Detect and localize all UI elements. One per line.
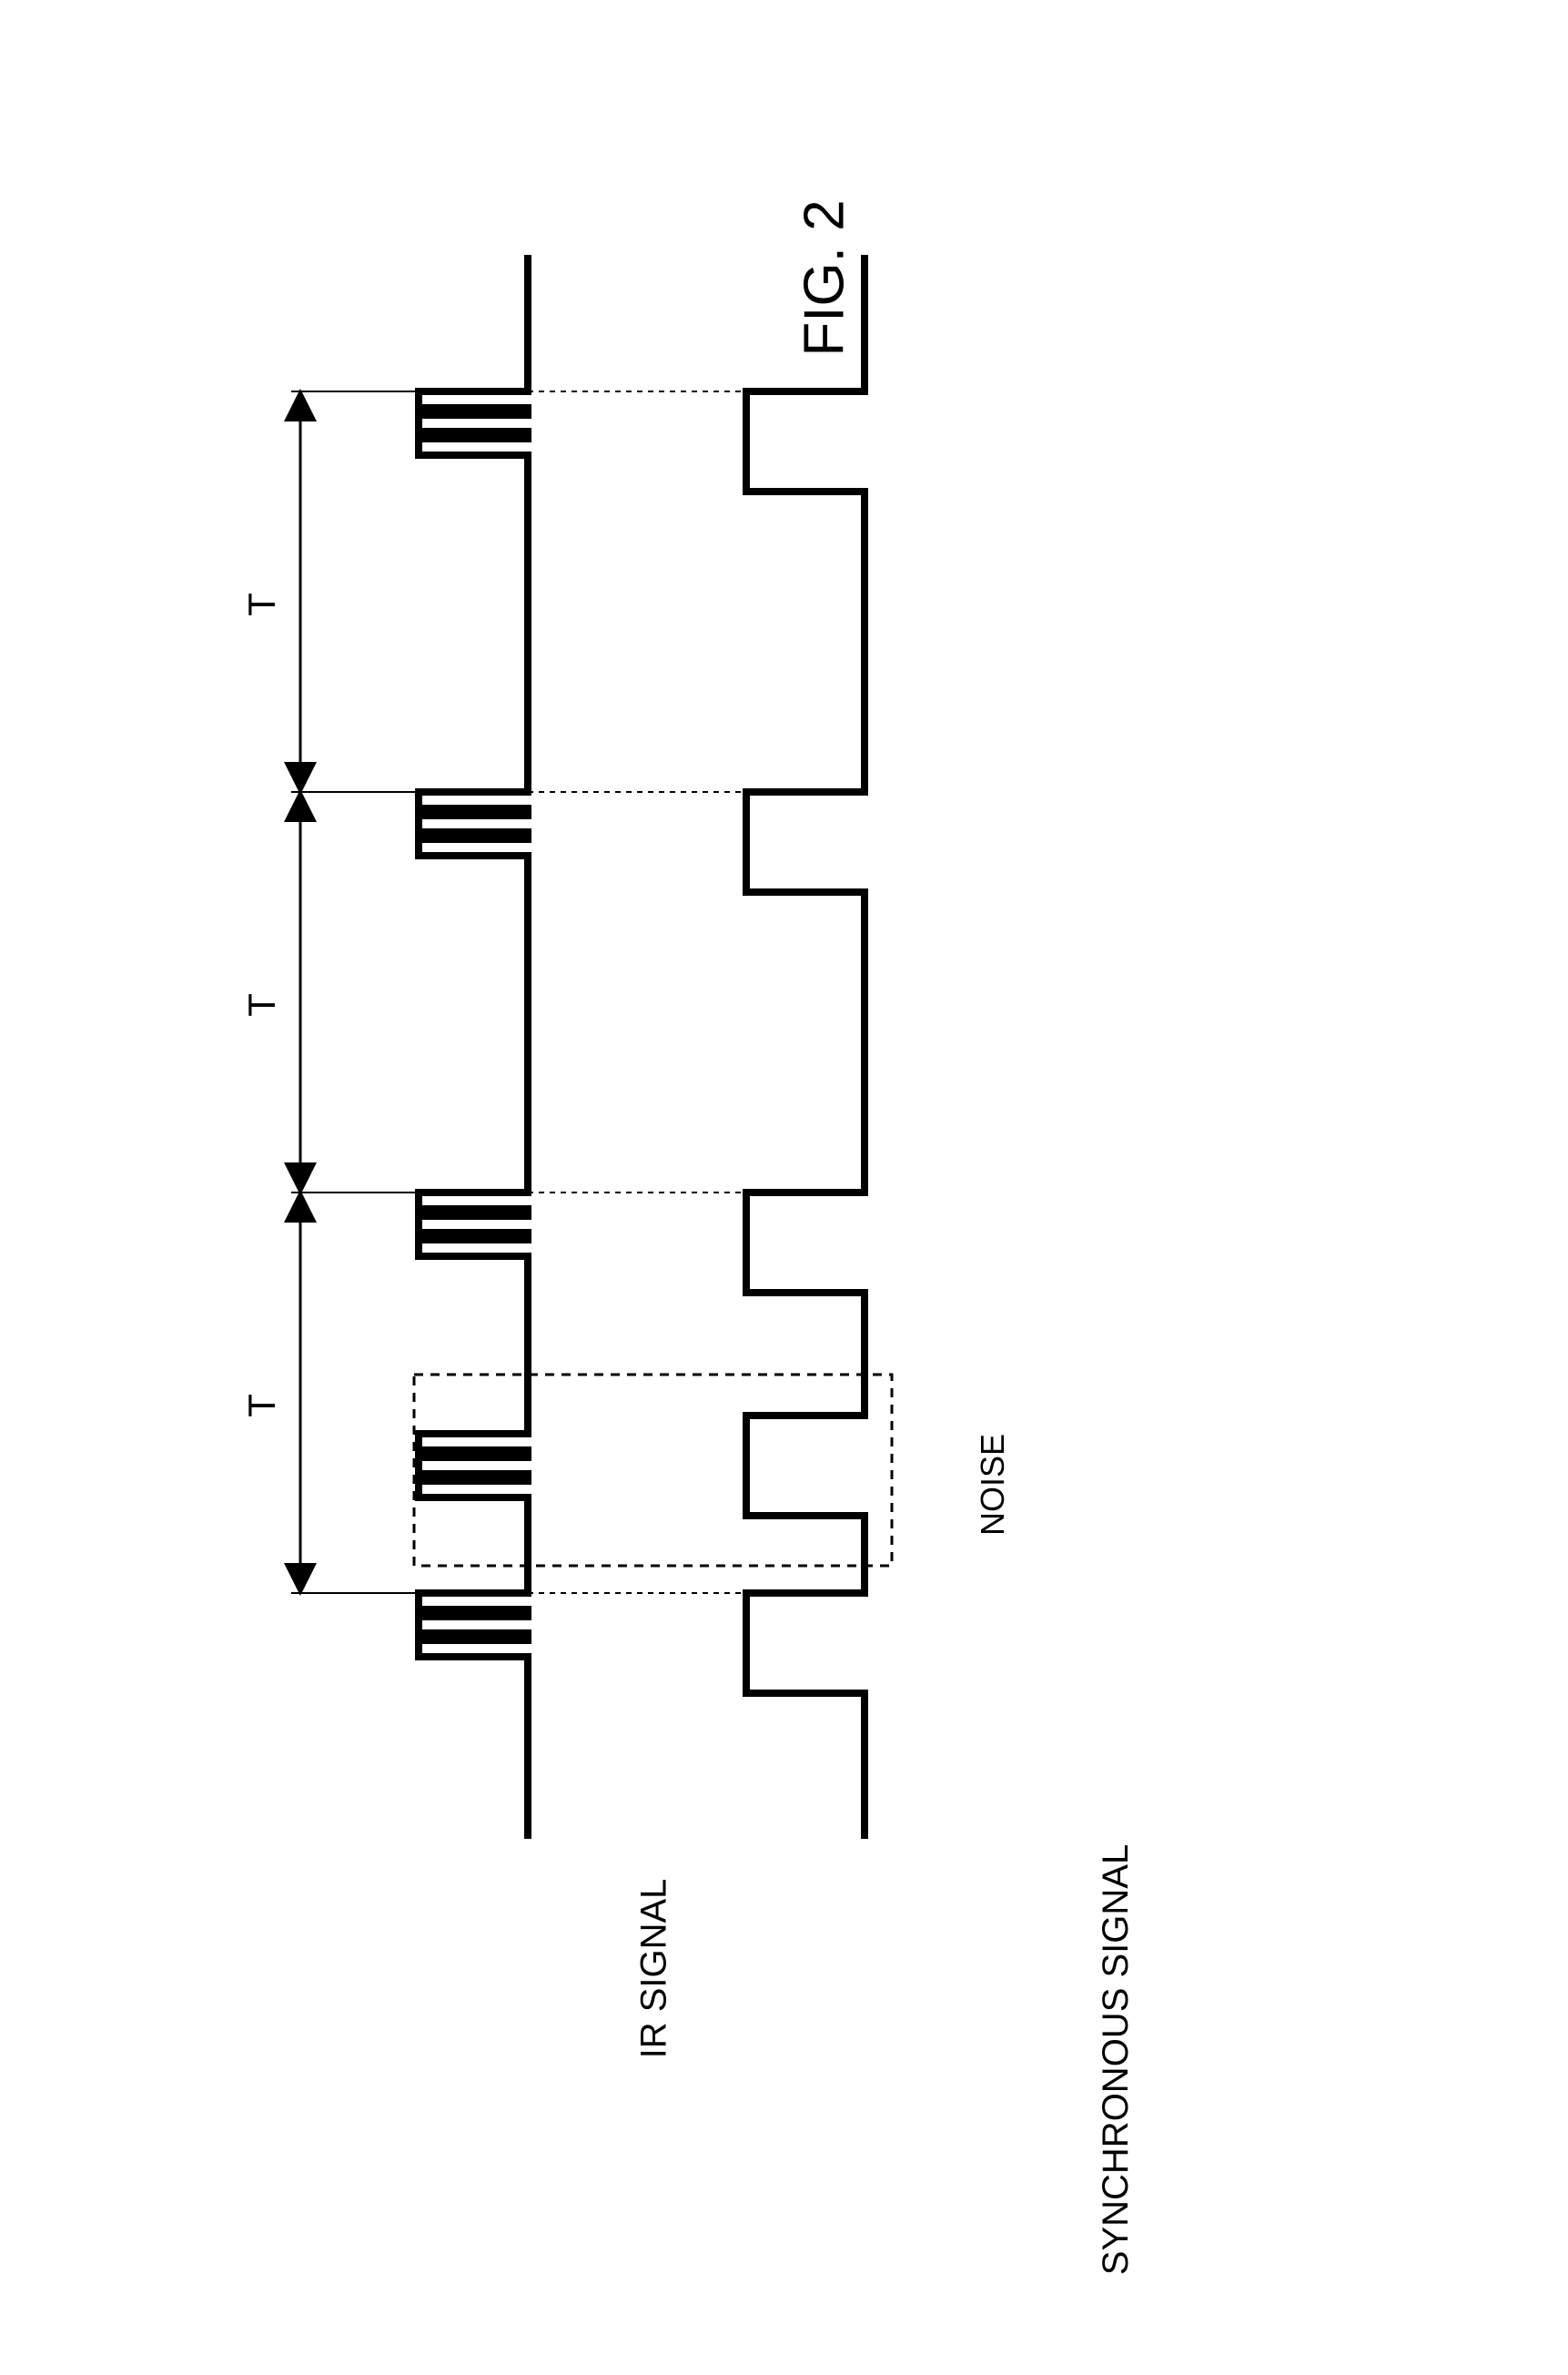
page-container: FIG. 2 IR SIGNAL SYNCHRONOUS SIGNAL NOIS…: [0, 0, 1568, 2375]
ir-signal-waveform: [419, 255, 528, 1839]
timing-diagram: [182, 218, 1474, 2221]
sync-signal-waveform: [746, 255, 865, 1839]
